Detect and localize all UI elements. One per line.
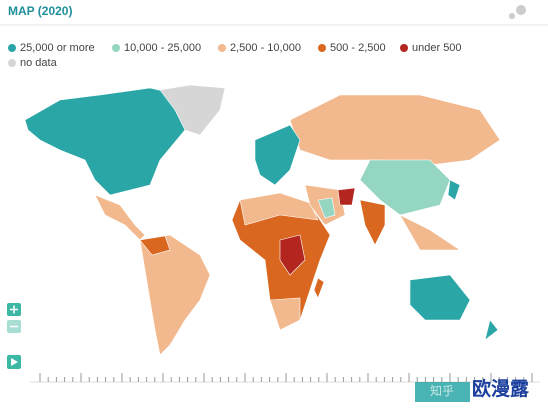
country-region <box>24 87 186 196</box>
country-region <box>139 235 171 256</box>
legend-swatch <box>400 44 408 52</box>
settings-icon[interactable] <box>509 5 526 19</box>
legend: 25,000 or more 10,000 - 25,000 2,500 - 10,… <box>8 42 462 69</box>
country-region <box>254 124 301 186</box>
country-region <box>359 159 451 216</box>
country-region <box>399 214 461 251</box>
legend-label: 500 - 2,500 <box>330 42 386 54</box>
timeline[interactable] <box>30 373 540 383</box>
country-region <box>313 277 325 299</box>
country-region <box>337 187 356 206</box>
country-region <box>484 319 499 341</box>
country-region <box>447 179 461 201</box>
legend-label: 10,000 - 25,000 <box>124 42 201 54</box>
watermark-button <box>415 382 470 402</box>
legend-swatch <box>8 59 16 67</box>
country-region <box>279 234 306 276</box>
country-region <box>94 194 146 241</box>
legend-swatch <box>318 44 326 52</box>
legend-swatch <box>112 44 120 52</box>
legend-swatch <box>218 44 226 52</box>
legend-label: 25,000 or more <box>20 42 95 54</box>
country-region <box>159 84 226 136</box>
title: MAP (2020) <box>8 4 72 18</box>
country-region <box>409 274 471 321</box>
legend-swatch <box>8 44 16 52</box>
country-region <box>289 94 501 166</box>
legend-label: no data <box>20 57 58 69</box>
country-region <box>239 192 319 226</box>
legend-label: under 500 <box>412 42 462 54</box>
play-button[interactable] <box>7 355 21 369</box>
watermark-user: 欧漫露 <box>472 377 530 400</box>
country-region <box>269 297 301 331</box>
watermark-site: 知乎 <box>430 384 454 398</box>
country-region <box>139 234 211 356</box>
country-region <box>317 197 336 219</box>
zoom-in[interactable] <box>7 303 21 316</box>
legend-label: 2,500 - 10,000 <box>230 42 301 54</box>
country-region <box>359 199 386 246</box>
world-map <box>24 84 501 356</box>
zoom-out[interactable] <box>7 320 21 333</box>
